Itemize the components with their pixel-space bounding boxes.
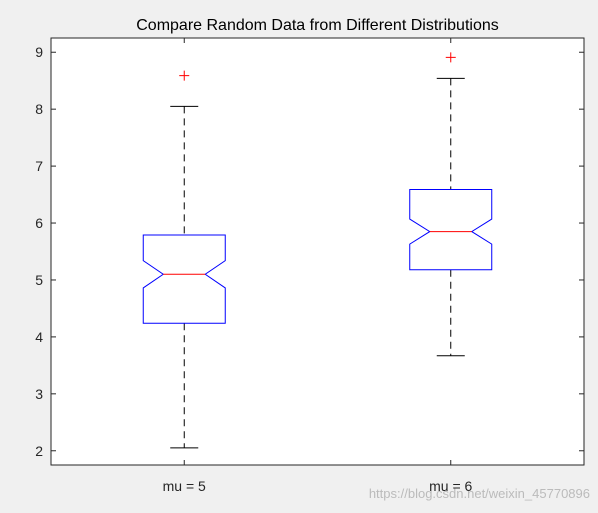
x-tick-label: mu = 5	[163, 478, 206, 494]
y-tick-label: 2	[35, 443, 43, 459]
chart-title: Compare Random Data from Different Distr…	[136, 17, 499, 34]
axes-frame	[50, 37, 585, 466]
y-tick-label: 5	[35, 272, 43, 288]
notched-box	[409, 188, 493, 271]
y-tick-label: 4	[35, 329, 43, 345]
x-tick-label: mu = 6	[429, 478, 472, 494]
outlier-marker	[179, 70, 190, 81]
y-tick-label: 8	[35, 101, 43, 117]
y-tick-label: 6	[35, 215, 43, 231]
y-tick-label: 9	[35, 44, 43, 60]
y-tick-label: 7	[35, 158, 43, 174]
plot-area	[51, 38, 584, 465]
outlier-marker	[445, 52, 456, 63]
watermark-text: https://blog.csdn.net/weixin_45770896	[368, 486, 590, 501]
notched-box	[142, 234, 226, 324]
y-tick-label: 3	[35, 386, 43, 402]
